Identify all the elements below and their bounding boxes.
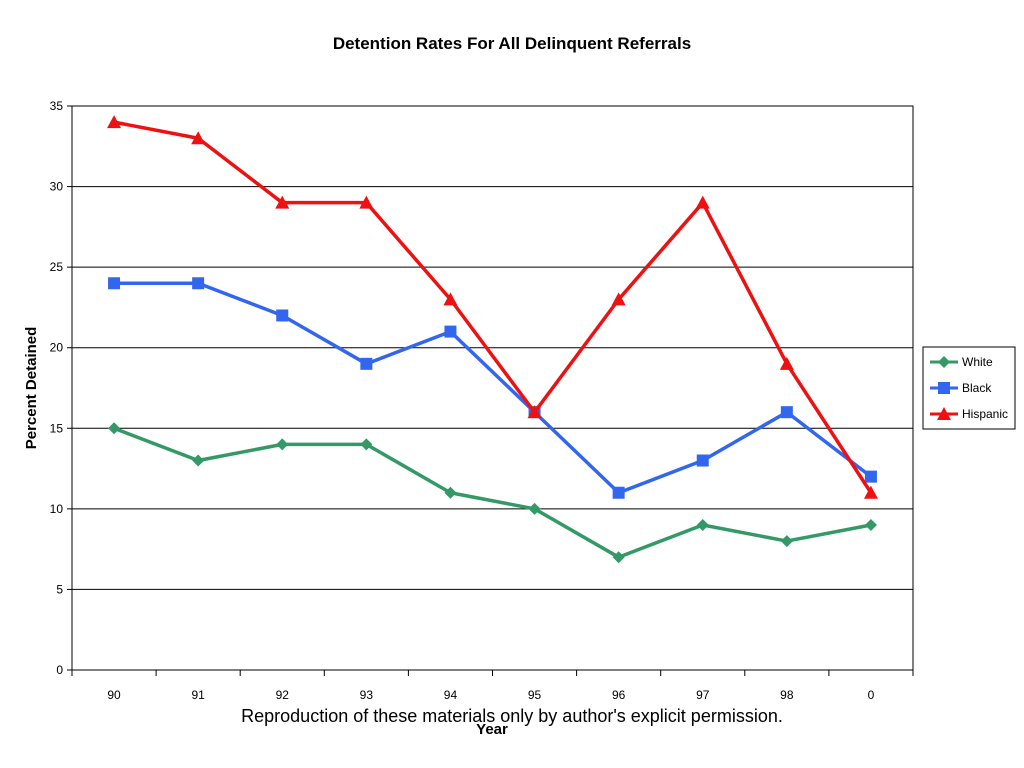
white-point bbox=[444, 486, 457, 499]
hispanic-line bbox=[113, 120, 873, 494]
hispanic-point bbox=[779, 356, 794, 370]
y-tick-label: 35 bbox=[50, 99, 64, 113]
x-tick-label: 95 bbox=[528, 688, 542, 702]
black-point bbox=[360, 357, 373, 370]
legend-entry-black: Black bbox=[930, 381, 992, 395]
legend-marker bbox=[937, 407, 951, 420]
series-black bbox=[108, 277, 877, 499]
white-point bbox=[696, 518, 709, 531]
white-line bbox=[113, 426, 872, 559]
plot-area-border bbox=[71, 105, 914, 671]
x-tick-label: 97 bbox=[696, 688, 710, 702]
white-point bbox=[192, 454, 205, 467]
black-point bbox=[612, 486, 625, 499]
x-tick-label: 0 bbox=[868, 688, 875, 702]
permission-notice: Reproduction of these materials only by … bbox=[241, 706, 783, 726]
series-white bbox=[108, 422, 877, 564]
hispanic-point bbox=[191, 131, 206, 145]
black-point bbox=[864, 470, 877, 483]
hispanic-point bbox=[275, 195, 290, 209]
white-point bbox=[528, 502, 541, 515]
hispanic-point bbox=[107, 115, 122, 129]
white-point bbox=[276, 438, 289, 451]
white-point bbox=[612, 551, 625, 564]
black-point bbox=[780, 406, 793, 419]
y-tick-label: 20 bbox=[50, 341, 64, 355]
y-tick-label: 0 bbox=[56, 663, 63, 677]
series-hispanic bbox=[107, 115, 878, 499]
x-tick-label: 96 bbox=[612, 688, 626, 702]
gridlines bbox=[72, 186, 913, 590]
axes: 0 5 10 15 20 25 30 35 90 91 92 93 94 95 96 97 98 0 bbox=[50, 99, 914, 702]
hispanic-point bbox=[527, 405, 542, 419]
black-point bbox=[108, 277, 121, 290]
legend: White Black Hispanic bbox=[922, 346, 1016, 430]
x-tick-label: 98 bbox=[780, 688, 794, 702]
legend-marker bbox=[938, 382, 950, 394]
x-axis-label: Year bbox=[476, 721, 508, 738]
chart-title: Detention Rates For All Delinquent Refer… bbox=[333, 34, 691, 53]
white-point bbox=[108, 422, 121, 435]
white-point bbox=[864, 518, 877, 531]
y-tick-label: 10 bbox=[50, 502, 64, 516]
white-point bbox=[360, 438, 373, 451]
black-line bbox=[114, 281, 873, 495]
y-tick-label: 30 bbox=[50, 180, 64, 194]
y-tick-label: 15 bbox=[50, 421, 64, 435]
hispanic-point bbox=[863, 485, 878, 499]
legend-label: Black bbox=[962, 381, 992, 395]
y-axis-label: Percent Detained bbox=[23, 327, 40, 450]
x-tick-label: 91 bbox=[191, 688, 205, 702]
hispanic-point bbox=[611, 292, 626, 306]
black-point bbox=[444, 325, 457, 338]
x-tick-label: 92 bbox=[276, 688, 290, 702]
hispanic-point bbox=[359, 195, 374, 209]
legend-label: Hispanic bbox=[962, 407, 1008, 421]
y-tick-label: 25 bbox=[50, 260, 64, 274]
legend-marker bbox=[938, 356, 950, 368]
hispanic-point bbox=[443, 292, 458, 306]
legend-entry-hispanic: Hispanic bbox=[930, 407, 1008, 421]
y-tick-label: 5 bbox=[56, 582, 63, 596]
black-point bbox=[192, 277, 205, 290]
x-tick-label: 94 bbox=[444, 688, 458, 702]
x-tick-label: 93 bbox=[360, 688, 374, 702]
series-lines bbox=[107, 115, 878, 564]
black-point bbox=[696, 454, 709, 467]
legend-label: White bbox=[962, 355, 993, 369]
legend-entry-white: White bbox=[930, 355, 993, 369]
white-point bbox=[780, 535, 793, 548]
hispanic-point bbox=[695, 195, 710, 209]
x-tick-label: 90 bbox=[107, 688, 121, 702]
black-point bbox=[276, 309, 289, 322]
